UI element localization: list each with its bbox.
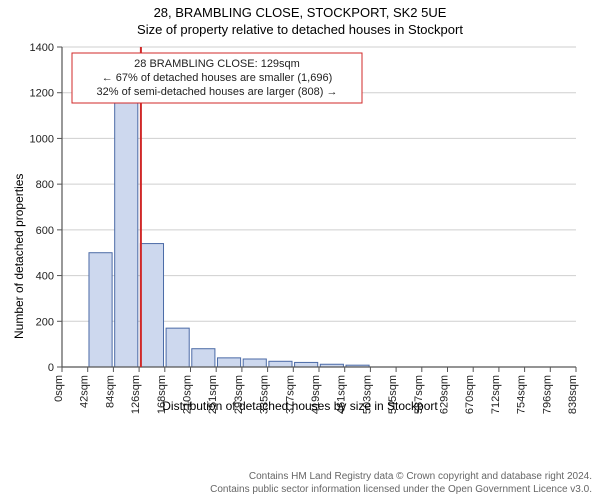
svg-text:800: 800 (36, 179, 54, 191)
chart-svg: 02004006008001000120014000sqm42sqm84sqm1… (0, 39, 600, 439)
bar (217, 358, 240, 367)
chart-container: 28, BRAMBLING CLOSE, STOCKPORT, SK2 5UE … (0, 0, 600, 500)
chart-footer: Contains HM Land Registry data © Crown c… (210, 471, 592, 496)
svg-text:200: 200 (36, 316, 54, 328)
footer-line-1: Contains HM Land Registry data © Crown c… (210, 471, 592, 484)
svg-text:600: 600 (36, 225, 54, 237)
svg-text:1200: 1200 (30, 88, 54, 100)
footer-line-2: Contains public sector information licen… (210, 484, 592, 497)
bar (140, 243, 163, 366)
annotation-line: 28 BRAMBLING CLOSE: 129sqm (134, 58, 300, 70)
annotation-line: ← 67% of detached houses are smaller (1,… (102, 72, 333, 84)
bar (295, 362, 318, 367)
chart-subtitle: Size of property relative to detached ho… (0, 22, 600, 39)
bar (115, 98, 138, 367)
svg-text:0: 0 (48, 362, 54, 374)
chart-title: 28, BRAMBLING CLOSE, STOCKPORT, SK2 5UE (0, 0, 600, 22)
bar (192, 349, 215, 367)
svg-text:400: 400 (36, 270, 54, 282)
bar (166, 328, 189, 367)
y-axis-label: Number of detached properties (12, 173, 26, 338)
bar (89, 253, 112, 367)
annotation-line: 32% of semi-detached houses are larger (… (97, 86, 338, 98)
x-axis-label: Distribution of detached houses by size … (0, 399, 600, 413)
svg-text:1000: 1000 (30, 133, 54, 145)
svg-text:0sqm: 0sqm (53, 375, 65, 402)
chart-area: Number of detached properties 0 200 400 600… (0, 39, 600, 439)
svg-text:1400: 1400 (30, 42, 54, 54)
bar (243, 359, 266, 367)
bar (269, 361, 292, 367)
